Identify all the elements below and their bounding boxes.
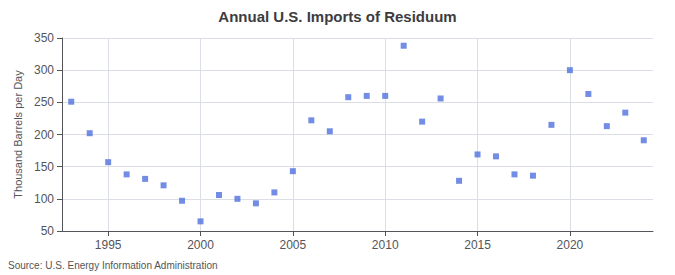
svg-text:2010: 2010 xyxy=(372,238,399,252)
svg-text:2020: 2020 xyxy=(557,238,584,252)
svg-text:Thousand Barrels per Day: Thousand Barrels per Day xyxy=(12,70,24,199)
svg-text:200: 200 xyxy=(34,128,54,142)
svg-text:150: 150 xyxy=(34,160,54,174)
svg-text:250: 250 xyxy=(34,95,54,109)
svg-text:100: 100 xyxy=(34,192,54,206)
svg-text:1995: 1995 xyxy=(95,238,122,252)
svg-text:2015: 2015 xyxy=(464,238,491,252)
svg-text:Source: U.S. Energy Informatio: Source: U.S. Energy Information Administ… xyxy=(8,260,218,271)
svg-text:350: 350 xyxy=(34,31,54,45)
svg-text:2005: 2005 xyxy=(280,238,307,252)
svg-text:50: 50 xyxy=(41,224,55,238)
svg-text:300: 300 xyxy=(34,63,54,77)
svg-text:2000: 2000 xyxy=(187,238,214,252)
svg-text:Annual U.S. Imports of Residuu: Annual U.S. Imports of Residuum xyxy=(218,8,456,25)
